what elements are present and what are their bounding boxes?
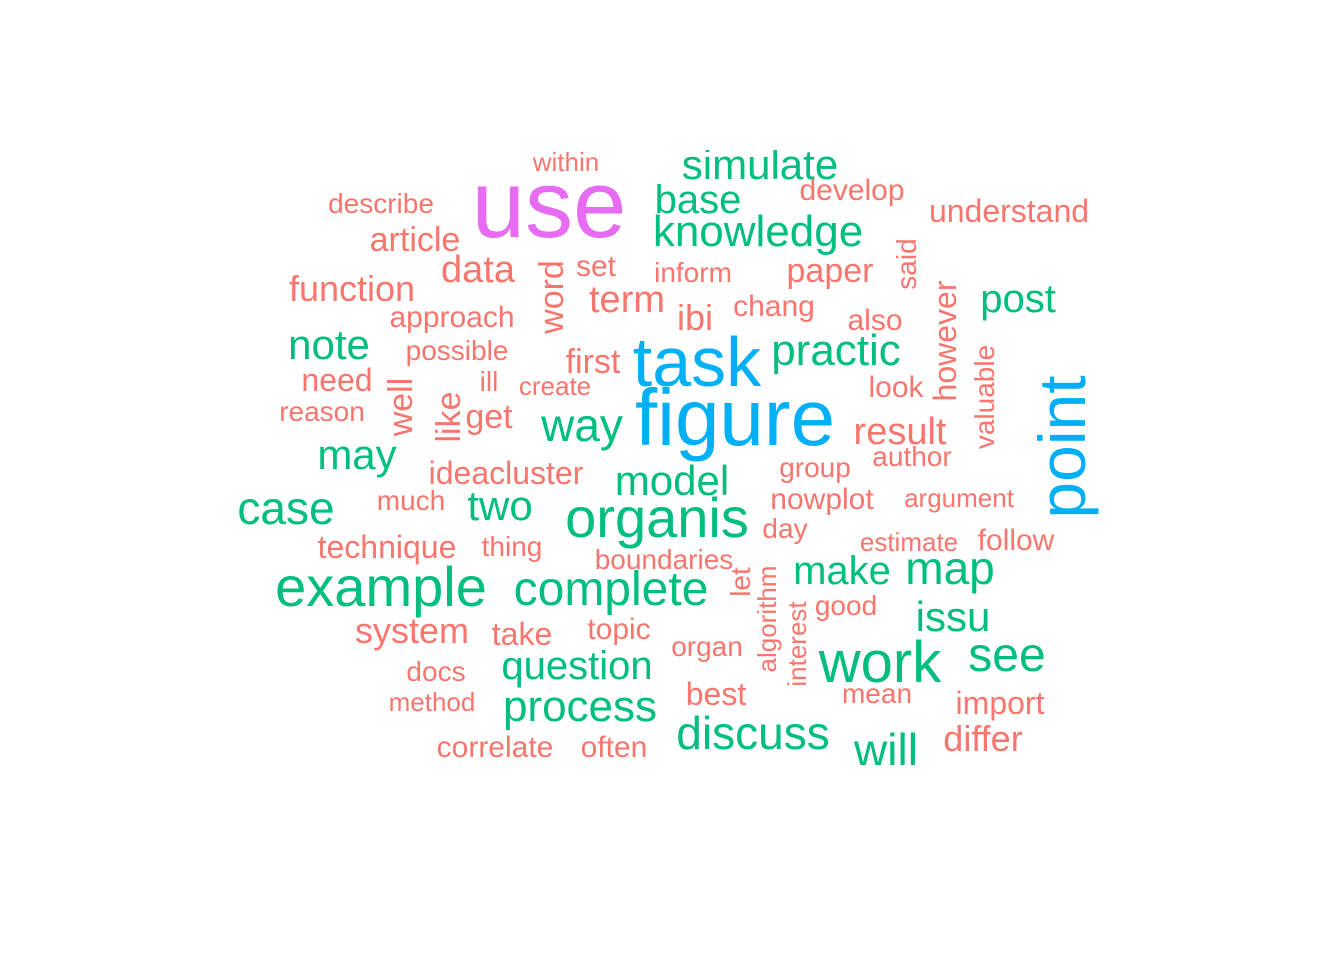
word-map: map <box>905 542 995 594</box>
word-need: need <box>301 362 373 398</box>
word-method: method <box>388 687 476 717</box>
word-case: case <box>237 482 335 534</box>
word-note: note <box>288 321 370 368</box>
word-create: create <box>518 371 592 401</box>
word-post: post <box>980 277 1056 321</box>
word-however: however <box>927 280 963 402</box>
word-mean: mean <box>841 678 913 709</box>
word-said: said <box>891 238 922 290</box>
word-term: term <box>589 279 665 321</box>
word-two: two <box>467 482 533 529</box>
word-algorithm: algorithm <box>752 565 782 673</box>
word-good: good <box>814 590 878 621</box>
word-well: well <box>382 377 420 437</box>
word-organ: organ <box>671 631 743 662</box>
word-set: set <box>575 250 617 283</box>
word-use: use <box>471 151 627 258</box>
word-take: take <box>491 616 553 652</box>
word-inform: inform <box>654 257 732 288</box>
word-get: get <box>465 398 513 436</box>
word-valuable: valuable <box>969 344 1000 450</box>
word-ibi: ibi <box>676 297 714 338</box>
word-much: much <box>376 485 446 516</box>
word-word: word <box>533 260 571 334</box>
word-like: like <box>430 391 468 443</box>
word-describe: describe <box>328 188 434 219</box>
word-system: system <box>354 610 470 651</box>
word-often: often <box>580 731 648 764</box>
word-import: import <box>955 685 1045 721</box>
word-nowplot: nowplot <box>770 483 874 516</box>
word-estimate: estimate <box>859 527 959 557</box>
word-make: make <box>793 549 891 593</box>
word-group: group <box>779 452 851 483</box>
word-author: author <box>872 441 952 472</box>
word-best: best <box>685 676 747 712</box>
word-look: look <box>868 371 924 404</box>
word-understand: understand <box>928 193 1090 229</box>
word-argument: argument <box>904 483 1014 513</box>
word-example: example <box>275 555 487 618</box>
word-let: let <box>725 567 756 597</box>
word-correlate: correlate <box>436 731 554 764</box>
word-possible: possible <box>405 335 509 366</box>
word-complete: complete <box>513 563 709 616</box>
word-technique: technique <box>317 529 457 565</box>
word-question: question <box>501 644 653 688</box>
word-boundaries: boundaries <box>594 544 734 575</box>
word-follow: follow <box>977 524 1055 557</box>
word-ill: ill <box>479 366 499 397</box>
word-organis: organis <box>565 486 749 549</box>
word-first: first <box>565 343 621 381</box>
word-issu: issu <box>915 593 991 640</box>
word-base: base <box>654 178 742 222</box>
word-also: also <box>847 304 903 337</box>
word-simulate: simulate <box>681 150 839 188</box>
word-discuss: discuss <box>676 707 830 759</box>
word-reason: reason <box>279 396 365 427</box>
word-within: within <box>532 150 600 177</box>
word-work: work <box>818 630 942 695</box>
word-way: way <box>541 399 623 451</box>
word-model: model <box>614 457 730 504</box>
word-interest: interest <box>782 601 812 687</box>
word-function: function <box>288 268 416 309</box>
word-chang: chang <box>733 290 815 323</box>
word-result: result <box>853 411 947 453</box>
word-ideacluster: ideacluster <box>428 455 584 491</box>
word-may: may <box>317 431 397 478</box>
word-article: article <box>369 221 461 259</box>
word-process: process <box>502 682 658 731</box>
word-thing: thing <box>481 531 543 562</box>
word-differ: differ <box>943 718 1023 759</box>
word-practic: practic <box>771 326 901 375</box>
word-will: will <box>854 724 918 765</box>
word-paper: paper <box>786 252 874 290</box>
word-data: data <box>441 249 515 291</box>
word-approach: approach <box>389 301 515 334</box>
word-day: day <box>762 513 808 544</box>
word-topic: topic <box>587 613 651 646</box>
word-cloud: use figure task point organis example work comp… <box>0 150 1344 765</box>
word-task: task <box>632 323 762 401</box>
word-figure: figure <box>634 373 836 462</box>
word-develop: develop <box>799 174 905 207</box>
word-point: point <box>1025 375 1099 519</box>
word-knowledge: knowledge <box>652 207 864 256</box>
word-see: see <box>968 629 1046 682</box>
word-docs: docs <box>406 656 466 687</box>
